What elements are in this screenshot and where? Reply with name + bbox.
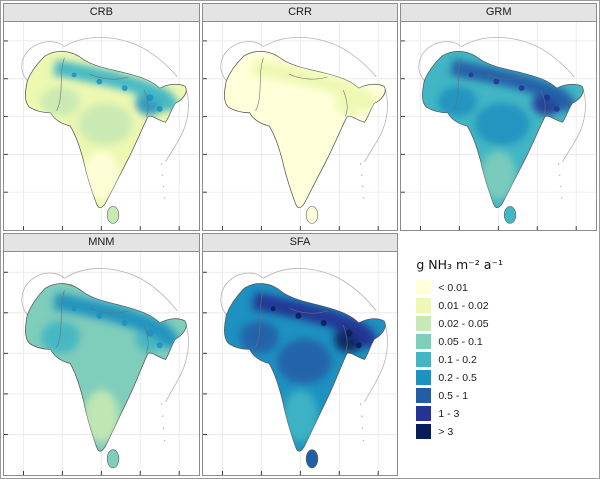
map-svg-crr [202,22,398,230]
legend-row-label: > 3 [438,425,454,438]
map-svg-mnm [4,252,199,475]
legend-row: 0.5 - 1 [416,388,597,403]
legend-color-swatch [416,424,432,439]
facet-title: CRR [288,6,312,18]
facet-slot-mnm: MNM [3,233,200,476]
internal-borders [254,290,348,354]
legend-row: 0.1 - 0.2 [416,352,597,367]
neighbor-country-outlines [220,36,388,163]
facet-panel-sfa: SFA [201,233,399,476]
internal-borders [254,57,348,117]
facet-title: GRM [485,6,512,18]
sri-lanka-shape [305,449,318,469]
facet-panel-crr: CRR [201,3,399,231]
facet-panel-grm: GRM [400,3,597,231]
axis-ticks [4,271,180,475]
intensity-fills [438,59,578,200]
map-area [401,22,596,230]
legend-row-label: 0.2 - 0.5 [438,371,477,384]
facet-strip: SFA [202,234,398,252]
map-svg-crb [4,22,199,230]
map-area [202,252,398,475]
facet-title: SFA [289,236,311,248]
neighbor-country-outlines [220,268,388,403]
map-area [4,252,199,475]
legend-row: < 0.01 [416,280,597,295]
legend-row-label: 0.05 - 0.1 [438,335,483,348]
neighbor-country-outlines [21,36,189,163]
internal-borders [453,57,546,117]
legend-row: 0.05 - 0.1 [416,334,597,349]
intensity-fills [251,59,379,116]
axis-ticks [202,40,379,230]
legend-row-label: 0.02 - 0.05 [438,317,489,330]
neighbor-country-outlines [21,268,189,403]
map-svg-grm [401,22,596,230]
legend-row-label: 0.01 - 0.02 [438,299,489,312]
facet-slot-crr: CRR [201,3,399,231]
map-area [202,22,398,230]
hotspot-dots [468,72,560,112]
legend-row-label: 1 - 3 [438,407,460,420]
legend-color-swatch [416,298,432,313]
island-dots [359,403,365,442]
legend-entries: < 0.01 0.01 - 0.02 0.02 - 0.05 0.05 - 0.… [416,280,597,439]
sri-lanka-shape [504,206,517,224]
legend-color-swatch [416,406,432,421]
legend-row-label: 0.1 - 0.2 [438,353,477,366]
facet-slot-grm: GRM [400,3,597,231]
facet-strip: CRR [202,4,398,22]
facet-slot-crb: CRB [3,3,200,231]
facet-title: MNM [88,236,115,248]
facet-panel-mnm: MNM [3,233,200,476]
hotspot-dots [270,306,362,349]
legend-row: > 3 [416,424,597,439]
sri-lanka-shape [305,206,318,224]
axis-ticks [401,40,578,230]
legend-color-swatch [416,388,432,403]
facet-panel-crb: CRB [3,3,200,231]
axis-ticks [4,40,180,230]
facet-strip: MNM [4,234,199,252]
intensity-fills [40,59,180,200]
island-dots [160,163,166,199]
intensity-fills [239,292,379,443]
legend-row: 0.02 - 0.05 [416,316,597,331]
intensity-fills [40,292,180,443]
facet-slot-sfa: SFA [201,233,399,476]
legend-row: 1 - 3 [416,406,597,421]
legend-row-label: 0.5 - 1 [438,389,469,402]
hotspot-dots [71,306,163,349]
legend-color-swatch [416,316,432,331]
legend-row: 0.2 - 0.5 [416,370,597,385]
neighbor-country-outlines [418,36,587,163]
sri-lanka-shape [106,206,120,224]
legend-title: g NH₃ m⁻² a⁻¹ [416,257,503,272]
legend-color-swatch [416,352,432,367]
hotspot-dots [71,72,163,112]
island-dots [359,163,365,199]
legend-row-label: < 0.01 [438,281,468,294]
axis-ticks [202,271,379,475]
facet-strip: GRM [401,4,596,22]
graticule-lines [202,252,398,475]
facet-title: CRB [89,6,113,18]
legend-color-swatch [416,370,432,385]
island-dots [558,163,563,199]
map-svg-sfa [202,252,398,475]
legend-color-swatch [416,280,432,295]
sri-lanka-shape [106,449,120,469]
map-area [4,22,199,230]
internal-borders [56,290,149,354]
facet-strip: CRB [4,4,199,22]
legend-row: 0.01 - 0.02 [416,298,597,313]
legend-color-swatch [416,334,432,349]
legend: g NH₃ m⁻² a⁻¹ < 0.01 0.01 - 0.02 0.02 - … [400,233,597,476]
island-dots [160,403,166,442]
internal-borders [56,57,149,117]
